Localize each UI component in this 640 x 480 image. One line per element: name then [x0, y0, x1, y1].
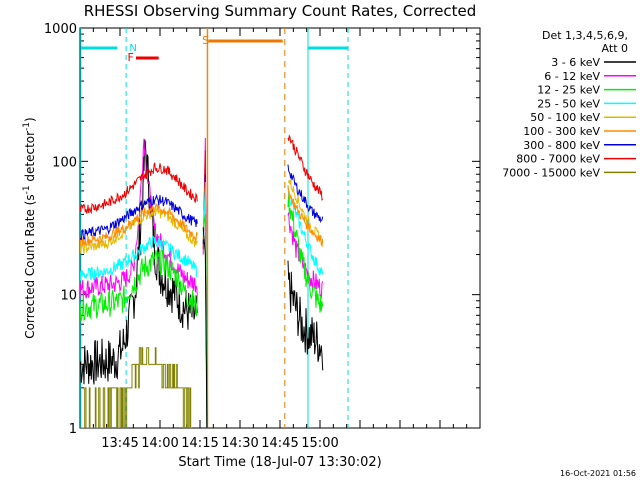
series-line-7: [80, 193, 198, 241]
y-tick-label: 100: [52, 155, 77, 170]
flag-label-s: S: [202, 34, 209, 47]
legend-label-7: 300 - 800 keV: [523, 139, 600, 152]
legend-label-1: 3 - 6 keV: [551, 56, 600, 69]
series-line-1: [80, 139, 198, 385]
series-line-8-b: [287, 134, 324, 202]
x-tick-label: 14:15: [181, 436, 218, 451]
series-line-1-b: [287, 260, 324, 371]
legend-header-1: Det 1,3,4,5,6,9,: [542, 29, 628, 42]
series-line-2-b: [287, 212, 324, 299]
series-line-7-b: [287, 164, 324, 224]
legend-label-6: 100 - 300 keV: [523, 125, 600, 138]
series-line-6-b: [287, 185, 324, 248]
plot-data: NF S: [80, 28, 349, 428]
legend-label-9: 7000 - 15000 keV: [502, 166, 600, 179]
legend-header-2: Att 0: [602, 42, 628, 55]
x-tick-label: 14:30: [221, 436, 258, 451]
series-line-6: [80, 203, 198, 247]
x-tick-label: 14:45: [261, 436, 298, 451]
x-tick-label: 14:00: [141, 436, 178, 451]
flag-label-f: F: [127, 51, 133, 64]
legend-label-4: 25 - 50 keV: [537, 97, 600, 110]
x-tick-label: 15:00: [301, 436, 338, 451]
footer-timestamp: 16-Oct-2021 01:56: [560, 469, 636, 478]
series-line-9: [80, 347, 192, 428]
spike-7: [202, 227, 208, 428]
series-line-3: [80, 249, 198, 322]
plot-frame: [79, 27, 481, 429]
series-line-4-b: [287, 185, 324, 276]
series-line-2: [80, 138, 198, 299]
x-axis-label: Start Time (18-Jul-07 13:30:02): [178, 455, 381, 470]
series-line-4: [80, 234, 198, 282]
y-tick-label: 10: [60, 289, 77, 304]
series-line-5-b: [287, 179, 324, 246]
legend-label-5: 50 - 100 keV: [530, 111, 600, 124]
legend-label-2: 6 - 12 keV: [544, 70, 600, 83]
legend-label-3: 12 - 25 keV: [537, 84, 600, 97]
y-axis-label: Corrected Count Rate (s-1 detector-1): [22, 117, 37, 338]
flag-label-n: N: [129, 43, 136, 54]
series-line-5: [80, 207, 198, 254]
series-line-8: [80, 162, 198, 215]
y-tick-label: 1000: [44, 22, 77, 37]
chart-title: RHESSI Observing Summary Count Rates, Co…: [84, 2, 477, 20]
x-tick-label: 13:45: [101, 436, 138, 451]
series-line-3-b: [287, 190, 324, 313]
y-tick-label: 1: [69, 422, 77, 437]
legend-label-8: 800 - 7000 keV: [516, 153, 600, 166]
